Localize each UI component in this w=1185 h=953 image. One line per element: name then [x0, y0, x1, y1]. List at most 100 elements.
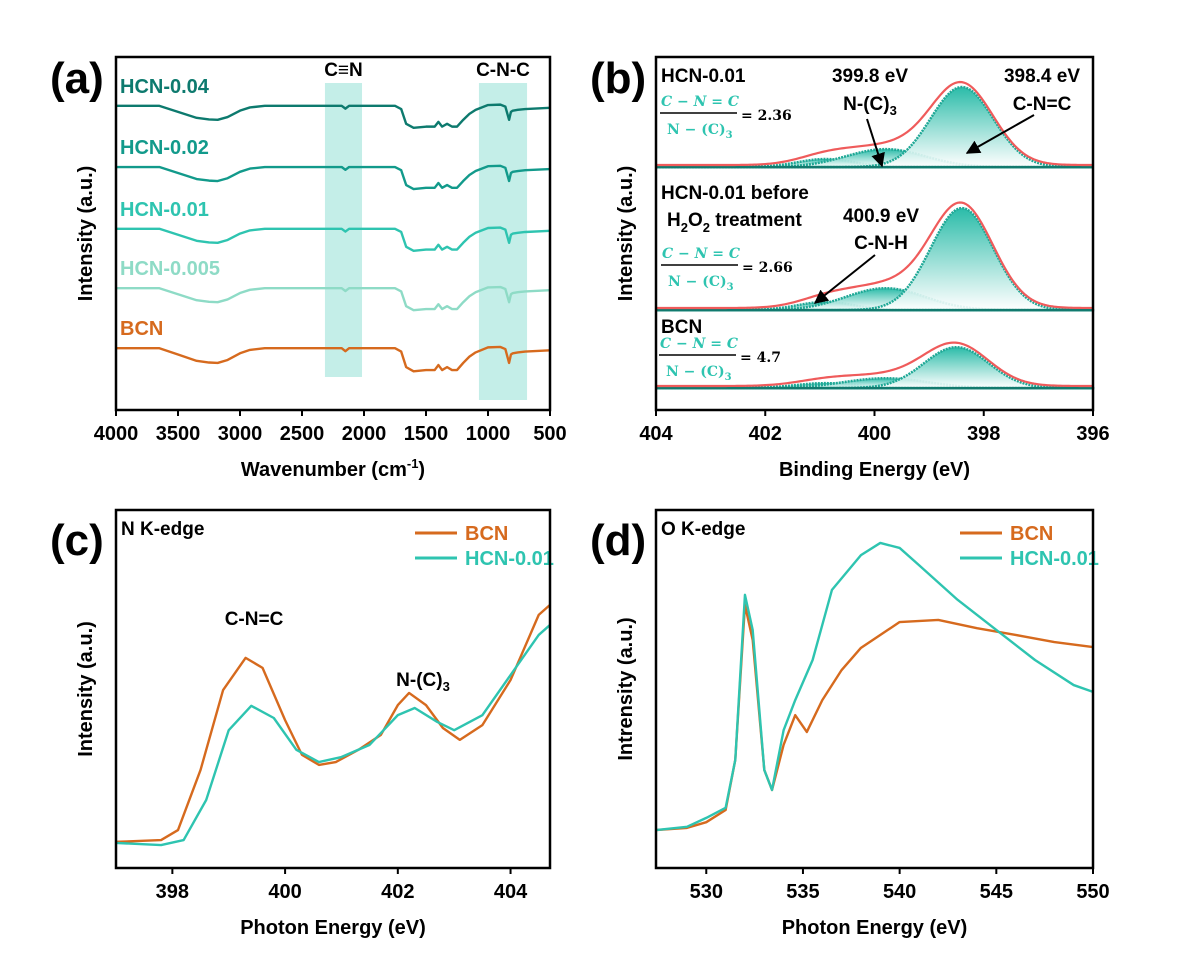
y-axis-label: Intensity (a.u.): [615, 166, 637, 302]
panel-label: (a): [50, 54, 104, 103]
stack-label: HCN-0.01 before: [661, 183, 809, 204]
text-part: Wavenumber (cm: [241, 459, 407, 481]
text-part: 3: [726, 130, 733, 141]
band-label: C≡N: [324, 60, 363, 81]
x-tick-label: 400: [268, 881, 301, 903]
text-part: 2: [681, 220, 688, 235]
peak-energy: 400.9 eV: [843, 206, 919, 227]
panel-title: N K-edge: [121, 519, 204, 540]
y-axis-label: Intensity (a.u.): [75, 621, 97, 757]
text-part: treatment: [710, 210, 803, 231]
peak-annotation: C-N=C: [225, 609, 284, 630]
x-tick-label: 540: [883, 881, 916, 903]
series-line-bcn: [115, 603, 551, 844]
x-tick-label: 398: [156, 881, 189, 903]
panel-label: (c): [50, 516, 104, 565]
band-label: C-N-C: [476, 60, 530, 81]
series-line-hcn-0.01: [116, 226, 551, 252]
panel-c: (c) 398 400 402 404 Photon Energy (eV) Intensi…: [50, 508, 554, 939]
text-part: N − (C): [668, 274, 727, 290]
peak-species: C-N=C: [1013, 94, 1072, 115]
ratio-denominator: N − (C)3: [668, 274, 734, 293]
x-tick-label: 402: [749, 423, 782, 445]
x-tick-label: 550: [1076, 881, 1109, 903]
series-line-hcn-0.04: [116, 103, 551, 130]
text-part: N − (C): [666, 364, 725, 380]
x-tick-label: 396: [1076, 423, 1109, 445]
text-part: 3: [443, 679, 450, 694]
series-label: HCN-0.04: [120, 76, 210, 98]
plot-area: [116, 83, 551, 400]
text-part: 2: [703, 220, 710, 235]
series-label: HCN-0.02: [120, 137, 209, 159]
ratio-numerator: C − N = C: [660, 336, 738, 352]
x-axis-label: Photon Energy (eV): [782, 917, 968, 939]
arrow-icon: [866, 118, 885, 168]
ratio-denominator: N − (C)3: [666, 364, 732, 383]
panel-b: (b) 404 402 400 398 396 Binding Energy (eV) Int…: [590, 54, 1110, 481]
envelope-line: [656, 201, 1094, 310]
peak-annotation: N-(C)3: [396, 670, 450, 694]
x-tick-label: 398: [967, 423, 1000, 445]
x-tick-label: 2500: [280, 423, 325, 445]
y-axis-label: Intensity (a.u.): [75, 166, 97, 302]
series-line-hcn-0.02: [116, 164, 551, 191]
peak-species: N-(C)3: [843, 94, 897, 118]
text-part: N-(C): [843, 94, 889, 115]
text-part: Binding Energy (eV): [779, 459, 970, 481]
plot-frame: [654, 508, 1095, 870]
text-part: O: [688, 210, 703, 231]
x-tick-label: 402: [381, 881, 414, 903]
text-part: Photon Energy (eV): [782, 917, 968, 939]
arrow-icon: [813, 254, 876, 304]
x-axis-label: Photon Energy (eV): [240, 917, 426, 939]
panel-d: (d) 530 535 540 545 550 Photon Energy (eV) Intr…: [590, 508, 1110, 939]
text-part: Photon Energy (eV): [240, 917, 426, 939]
x-tick-label: 1500: [404, 423, 449, 445]
x-axis-label: Binding Energy (eV): [779, 459, 970, 481]
peak-energy: 399.8 eV: [832, 66, 908, 87]
plot-frame: [114, 55, 552, 412]
series-line-bcn: [655, 603, 1094, 832]
series-line-hcn-0.005: [116, 285, 551, 312]
x-tick-label: 3500: [156, 423, 201, 445]
legend-label: BCN: [465, 523, 508, 545]
peak-energy: 398.4 eV: [1004, 66, 1080, 87]
ratio-value: = 2.36: [741, 108, 792, 124]
arrow-icon: [965, 114, 1035, 154]
x-tick-label: 535: [786, 881, 819, 903]
series-label: BCN: [120, 318, 163, 340]
panel-title: O K-edge: [661, 519, 745, 540]
x-tick-label: 500: [533, 423, 566, 445]
ratio-numerator: C − N = C: [661, 94, 739, 110]
envelope-line: [656, 341, 1094, 388]
peak-species: C-N-H: [854, 233, 908, 254]
series-label: HCN-0.005: [120, 258, 220, 280]
panel-a: (a) 4000 3500 3000 2500 2000 1500 1000 500 Wavenu…: [50, 54, 567, 481]
text-part: H: [667, 210, 681, 231]
x-tick-label: 545: [980, 881, 1013, 903]
series-label: HCN-0.01: [120, 199, 209, 221]
plot-area: [115, 603, 551, 847]
x-tick-label: 404: [494, 881, 528, 903]
text-part: N − (C): [667, 122, 726, 138]
x-tick-label: 1000: [466, 423, 511, 445]
text-part: 3: [725, 372, 732, 383]
text-part: -1: [407, 456, 419, 471]
stack-label: HCN-0.01: [661, 66, 746, 87]
legend-label: BCN: [1010, 523, 1053, 545]
panel-label: (d): [590, 516, 646, 565]
ratio-numerator: C − N = C: [662, 246, 740, 262]
panel-label: (b): [590, 54, 646, 103]
stack-label: BCN: [661, 317, 702, 338]
x-tick-label: 404: [639, 423, 673, 445]
text-part: 3: [727, 282, 734, 293]
ratio-value: = 4.7: [740, 350, 781, 366]
x-tick-label: 530: [690, 881, 723, 903]
text-part: ): [418, 459, 425, 481]
stack-label: H2O2 treatment: [667, 210, 803, 235]
x-axis-label: Wavenumber (cm-1): [241, 456, 425, 481]
x-tick-label: 3000: [218, 423, 263, 445]
y-axis-label: Intrensity (a.u.): [615, 617, 637, 760]
